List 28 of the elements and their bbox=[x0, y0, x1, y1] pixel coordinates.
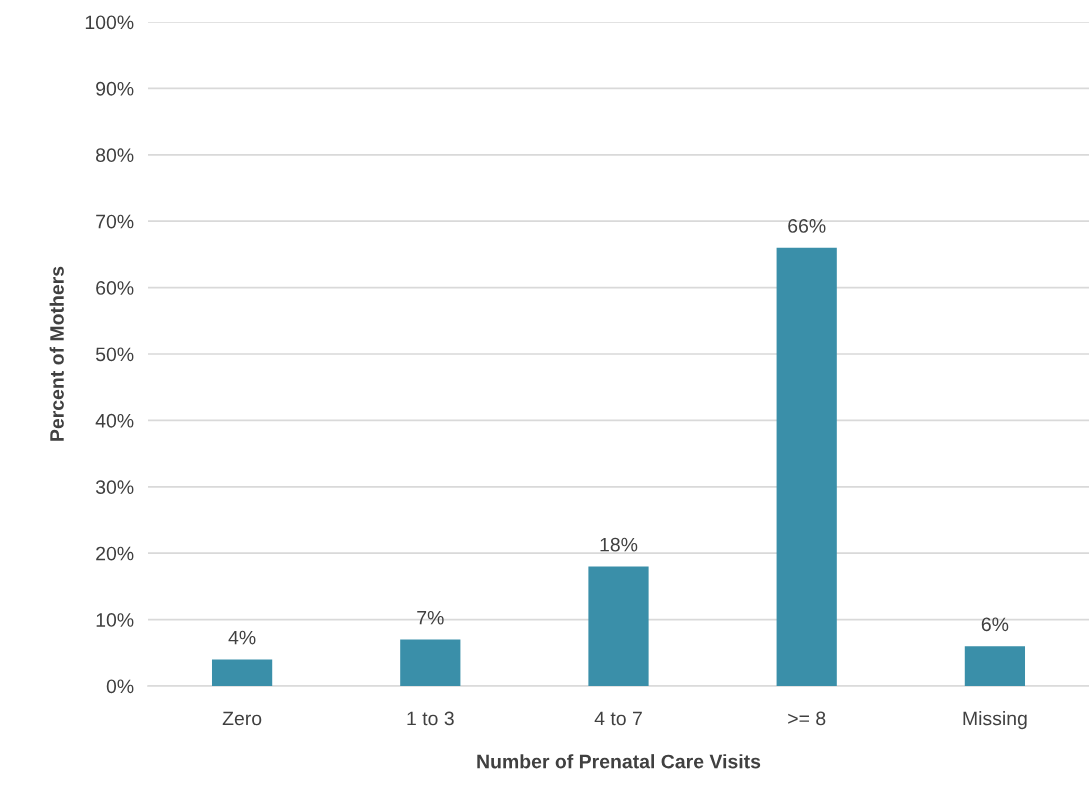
data-label: 18% bbox=[600, 537, 638, 552]
bar bbox=[964, 646, 1026, 686]
y-tick-label: 80% bbox=[96, 148, 134, 163]
y-tick-label: 70% bbox=[96, 214, 134, 229]
bar bbox=[588, 566, 649, 686]
y-tick-label: 60% bbox=[96, 281, 134, 295]
y-axis-title: Percent of Mothers bbox=[49, 266, 64, 441]
bar bbox=[400, 639, 461, 686]
x-axis-title: Number of Prenatal Care Visits bbox=[477, 754, 761, 769]
bar bbox=[211, 659, 273, 686]
y-tick-label: 40% bbox=[95, 413, 134, 428]
data-label: 7% bbox=[417, 610, 444, 625]
bar bbox=[776, 247, 837, 686]
y-tick-label: 50% bbox=[95, 347, 134, 362]
data-label: 6% bbox=[981, 617, 1009, 632]
y-tick-label: 20% bbox=[96, 546, 134, 561]
y-tick-label: 10% bbox=[96, 613, 134, 627]
data-label: 66% bbox=[788, 219, 826, 233]
x-tick-label: 4 to 7 bbox=[594, 711, 642, 726]
y-tick-label: 100% bbox=[85, 15, 134, 30]
x-tick-label: 1 to 3 bbox=[407, 711, 454, 726]
y-tick-label: 0% bbox=[106, 679, 134, 694]
x-tick-label: Missing bbox=[963, 711, 1027, 730]
y-tick-label: 30% bbox=[95, 480, 134, 495]
y-tick-label: 90% bbox=[96, 81, 134, 96]
data-label: 4% bbox=[228, 630, 256, 645]
x-tick-label: >= 8 bbox=[788, 711, 826, 726]
x-tick-label: Zero bbox=[222, 711, 262, 726]
